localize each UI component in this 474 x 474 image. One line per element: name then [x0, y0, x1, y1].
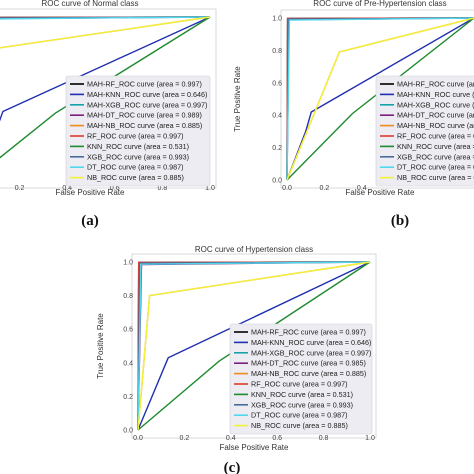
legend-entry: KNN_ROC curve (area = 0.531)	[397, 142, 474, 151]
x-tick-label: 0.2	[180, 435, 190, 442]
x-tick-label: 0.8	[158, 185, 168, 192]
legend-entry: MAH-NB_ROC curve (area = 0.885)	[397, 121, 474, 130]
legend: MAH-RF_ROC curve (area = 0.997)MAH-KNN_R…	[65, 75, 211, 187]
legend: MAH-RF_ROC curve (area = 0.997)MAH-KNN_R…	[229, 323, 373, 435]
legend-box	[65, 75, 211, 187]
series-line-dt	[286, 17, 474, 181]
y-tick-label: 0.8	[272, 48, 282, 55]
y-tick-label: 0.6	[123, 327, 133, 334]
legend-entry: MAH-DT_ROC curve (area = 0.985)	[251, 359, 366, 368]
panel-label: (c)	[224, 460, 241, 474]
roc-panel-2: 0.0 0.2 0.4 0.0 0.2 0.4 0.6 0.8 1.0 ROC curve of …	[233, 0, 474, 229]
legend-entry: RF_ROC curve (area = 0.997)	[251, 380, 347, 389]
legend-entry: DT_ROC curve (area = 0.987)	[251, 411, 347, 420]
legend-entry: MAH-NB_ROC curve (area = 0.885)	[251, 369, 366, 378]
legend-entry: KNN_ROC curve (area = 0.531)	[87, 142, 189, 151]
x-axis-label: False Positive Rate	[56, 188, 125, 197]
legend-entry: XGB_ROC curve (area = 0.993)	[397, 152, 474, 161]
legend-entry: RF_ROC curve (area = 0.997)	[397, 132, 474, 141]
legend-box	[375, 75, 474, 187]
y-tick-label: 1.0	[123, 260, 133, 267]
y-tick-label: 0.0	[123, 428, 133, 435]
series-line-nb	[137, 261, 371, 431]
y-axis-label: True Positive Rate	[233, 66, 242, 132]
series-line-mah-knn	[0, 16, 211, 122]
series-line-dt	[137, 261, 371, 431]
series-line-knn	[0, 16, 211, 159]
y-tick-label: 0.0	[272, 178, 282, 185]
x-tick-label: 0.2	[15, 185, 25, 192]
legend-entry: MAH-KNN_ROC curve (area = 0.646)	[251, 338, 371, 347]
legend-entry: RF_ROC curve (area = 0.997)	[87, 132, 183, 141]
y-tick-label: 0.2	[272, 145, 282, 152]
legend: MAH-RF_ROC curve (area = 0.997)MAH-KNN_R…	[375, 75, 474, 187]
legend-entry: MAH-RF_ROC curve (area = 0.997)	[251, 328, 366, 337]
series-line-nb	[286, 17, 474, 181]
x-tick-label: 0.6	[272, 435, 282, 442]
chart-title: ROC curve of Hypertension class	[195, 245, 313, 254]
x-tick-label: 0.0	[133, 435, 143, 442]
y-tick-label: 1.0	[272, 16, 282, 23]
x-tick-label: 0.4	[357, 185, 367, 192]
legend-entry: MAH-RF_ROC curve (area = 0.997)	[87, 80, 202, 89]
x-axis-label: False Positive Rate	[346, 188, 415, 197]
x-tick-label: 0.0	[282, 185, 292, 192]
legend-entry: MAH-XGB_ROC curve (area = 0.997)	[251, 348, 371, 357]
series-line-dt	[0, 16, 211, 20]
x-tick-label: 0.6	[110, 185, 120, 192]
legend-entry: MAH-DT_ROC curve (area = 0.989)	[397, 111, 474, 120]
x-tick-label: 1.0	[365, 435, 375, 442]
legend-entry: XGB_ROC curve (area = 0.993)	[87, 152, 189, 161]
legend-entry: KNN_ROC curve (area = 0.531)	[251, 390, 353, 399]
roc-panel-3: 0.0 0.2 0.4 0.6 0.8 1.0 0.0 0.2 0.4 0.6 0.8 1.0 ROC …	[96, 245, 377, 474]
y-tick-label: 0.2	[123, 394, 133, 401]
y-tick-label: 0.4	[123, 360, 133, 367]
series-line-knn	[137, 261, 371, 431]
y-axis-label: True Positive Rate	[96, 313, 105, 379]
series-line-mah-knn	[137, 261, 371, 431]
y-tick-label: 0.6	[272, 80, 282, 87]
legend-entry: MAH-DT_ROC curve (area = 0.989)	[87, 111, 202, 120]
legend-entry: DT_ROC curve (area = 0.987)	[397, 163, 474, 172]
legend-entry: DT_ROC curve (area = 0.987)	[87, 163, 183, 172]
chart-title: ROC curve of Pre-Hypertension class	[313, 0, 446, 8]
x-tick-label: 0.4	[226, 435, 236, 442]
legend-entry: MAH-KNN_ROC curve (area = 0.646)	[397, 90, 474, 99]
y-tick-label: 0.8	[123, 293, 133, 300]
legend-entry: XGB_ROC curve (area = 0.993)	[251, 400, 353, 409]
roc-panel-1: 0.2 0.4 0.6 0.8 1.0 ROC curve of Normal class…	[0, 0, 217, 229]
legend-entry: MAH-RF_ROC curve (area = 0.997)	[397, 80, 474, 89]
x-tick-label: 0.8	[319, 435, 329, 442]
x-tick-label: 0.2	[320, 185, 330, 192]
y-tick-label: 0.4	[272, 113, 282, 120]
legend-box	[229, 323, 373, 435]
legend-entry: MAH-KNN_ROC curve (area = 0.646)	[87, 90, 207, 99]
panel-label: (a)	[81, 213, 99, 229]
series-line-knn	[286, 17, 474, 181]
x-axis-label: False Positive Rate	[220, 443, 289, 452]
legend-entry: MAH-XGB_ROC curve (area = 0.997)	[87, 100, 207, 109]
legend-entry: NB_ROC curve (area = 0.885)	[397, 173, 474, 182]
legend-entry: NB_ROC curve (area = 0.885)	[87, 173, 184, 182]
legend-entry: MAH-NB_ROC curve (area = 0.885)	[87, 121, 202, 130]
legend-entry: MAH-XGB_ROC curve (area = 0.997)	[397, 100, 474, 109]
x-tick-label: 0.4	[62, 185, 72, 192]
legend-entry: NB_ROC curve (area = 0.885)	[251, 421, 348, 430]
series-line-nb	[0, 16, 211, 49]
chart-title: ROC curve of Normal class	[42, 0, 139, 8]
panel-label: (b)	[391, 213, 409, 229]
x-tick-label: 1.0	[205, 185, 215, 192]
